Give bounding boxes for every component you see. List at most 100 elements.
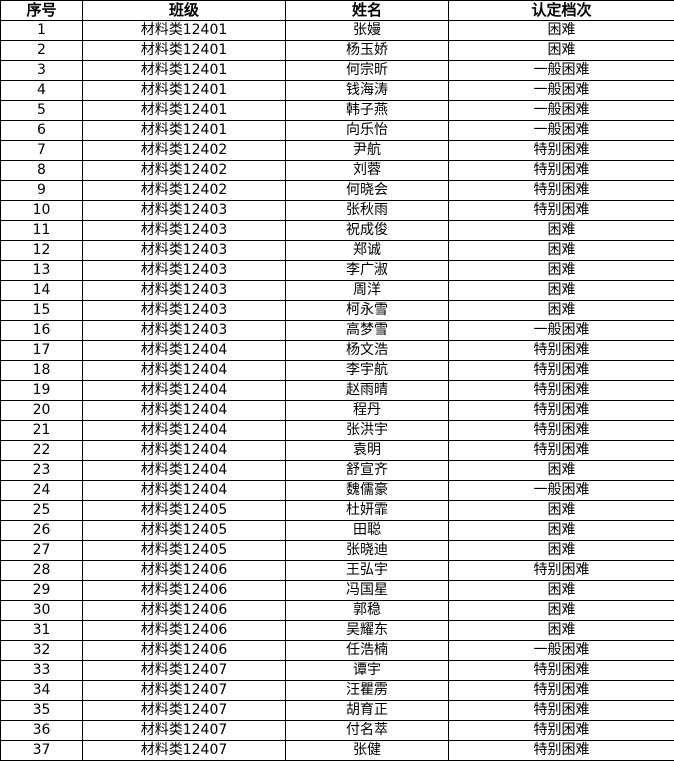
cell-class: 材料类12401 [83, 101, 286, 121]
cell-name: 何宗昕 [286, 61, 449, 81]
cell-class: 材料类12404 [83, 401, 286, 421]
cell-class: 材料类12406 [83, 581, 286, 601]
cell-level: 特别困难 [449, 401, 674, 421]
cell-name: 吴耀东 [286, 621, 449, 641]
cell-level: 特别困难 [449, 661, 674, 681]
cell-serial: 36 [1, 721, 83, 741]
cell-class: 材料类12402 [83, 181, 286, 201]
cell-serial: 30 [1, 601, 83, 621]
header-level: 认定档次 [449, 1, 674, 21]
cell-name: 任浩楠 [286, 641, 449, 661]
header-serial: 序号 [1, 1, 83, 21]
cell-name: 杨文浩 [286, 341, 449, 361]
cell-level: 特别困难 [449, 441, 674, 461]
cell-name: 何晓会 [286, 181, 449, 201]
cell-name: 郑诚 [286, 241, 449, 261]
cell-serial: 34 [1, 681, 83, 701]
cell-level: 困难 [449, 541, 674, 561]
cell-level: 困难 [449, 241, 674, 261]
cell-class: 材料类12402 [83, 161, 286, 181]
cell-class: 材料类12401 [83, 81, 286, 101]
cell-name: 刘蓉 [286, 161, 449, 181]
cell-name: 汪瞿雳 [286, 681, 449, 701]
cell-serial: 28 [1, 561, 83, 581]
cell-level: 特别困难 [449, 141, 674, 161]
cell-serial: 3 [1, 61, 83, 81]
cell-class: 材料类12405 [83, 501, 286, 521]
cell-class: 材料类12403 [83, 241, 286, 261]
cell-class: 材料类12401 [83, 121, 286, 141]
cell-name: 冯国星 [286, 581, 449, 601]
cell-level: 特别困难 [449, 741, 674, 761]
cell-name: 舒宣齐 [286, 461, 449, 481]
cell-name: 胡育正 [286, 701, 449, 721]
cell-level: 困难 [449, 581, 674, 601]
cell-class: 材料类12406 [83, 601, 286, 621]
cell-serial: 24 [1, 481, 83, 501]
cell-class: 材料类12406 [83, 621, 286, 641]
cell-serial: 32 [1, 641, 83, 661]
cell-serial: 21 [1, 421, 83, 441]
cell-name: 谭宇 [286, 661, 449, 681]
cell-name: 李广淑 [286, 261, 449, 281]
cell-class: 材料类12403 [83, 261, 286, 281]
cell-name: 王弘宇 [286, 561, 449, 581]
cell-level: 一般困难 [449, 61, 674, 81]
cell-serial: 2 [1, 41, 83, 61]
cell-name: 柯永雪 [286, 301, 449, 321]
cell-serial: 13 [1, 261, 83, 281]
cell-serial: 37 [1, 741, 83, 761]
cell-serial: 33 [1, 661, 83, 681]
cell-name: 郭稳 [286, 601, 449, 621]
cell-name: 高梦雪 [286, 321, 449, 341]
cell-serial: 31 [1, 621, 83, 641]
cell-level: 特别困难 [449, 681, 674, 701]
cell-serial: 16 [1, 321, 83, 341]
cell-level: 一般困难 [449, 481, 674, 501]
cell-class: 材料类12402 [83, 141, 286, 161]
cell-class: 材料类12406 [83, 641, 286, 661]
cell-serial: 25 [1, 501, 83, 521]
cell-level: 困难 [449, 601, 674, 621]
cell-level: 困难 [449, 261, 674, 281]
cell-serial: 11 [1, 221, 83, 241]
header-name: 姓名 [286, 1, 449, 21]
cell-level: 一般困难 [449, 321, 674, 341]
cell-name: 张健 [286, 741, 449, 761]
cell-class: 材料类12403 [83, 281, 286, 301]
cell-class: 材料类12403 [83, 301, 286, 321]
cell-serial: 12 [1, 241, 83, 261]
cell-serial: 29 [1, 581, 83, 601]
cell-class: 材料类12407 [83, 661, 286, 681]
cell-name: 钱海涛 [286, 81, 449, 101]
cell-serial: 5 [1, 101, 83, 121]
cell-serial: 9 [1, 181, 83, 201]
cell-level: 特别困难 [449, 721, 674, 741]
cell-serial: 4 [1, 81, 83, 101]
cell-name: 赵雨晴 [286, 381, 449, 401]
cell-class: 材料类12404 [83, 481, 286, 501]
cell-level: 特别困难 [449, 341, 674, 361]
cell-name: 周洋 [286, 281, 449, 301]
cell-level: 困难 [449, 41, 674, 61]
cell-level: 困难 [449, 21, 674, 41]
cell-serial: 7 [1, 141, 83, 161]
cell-level: 困难 [449, 521, 674, 541]
